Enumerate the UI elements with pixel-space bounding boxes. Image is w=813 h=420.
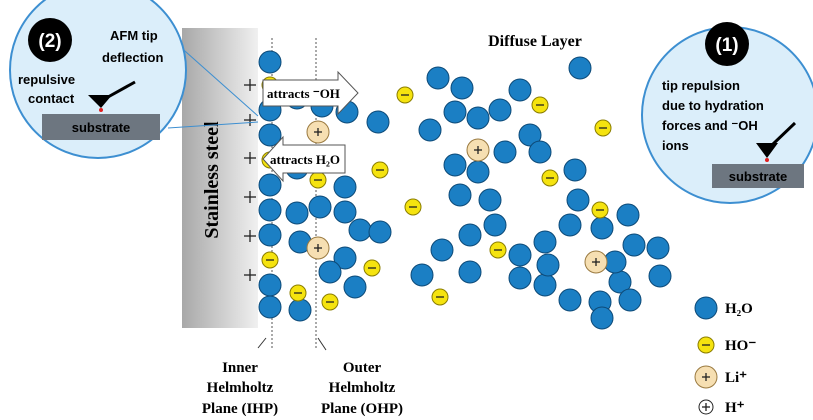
water — [286, 202, 308, 224]
water — [349, 219, 371, 241]
caption: contact — [28, 91, 75, 106]
water — [259, 51, 281, 73]
diagram: Stainless steel Diffuse Layer attracts ⁻… — [0, 0, 813, 420]
water — [411, 264, 433, 286]
caption: forces and ⁻OH — [662, 118, 758, 133]
water — [537, 254, 559, 276]
water — [559, 289, 581, 311]
plane-label: Outer — [343, 360, 382, 376]
water — [449, 184, 471, 206]
plane-label: Helmholtz — [207, 380, 274, 396]
plane-label: Plane (IHP) — [202, 401, 278, 417]
water — [509, 79, 531, 101]
water — [309, 196, 331, 218]
water — [459, 224, 481, 246]
pointer — [318, 338, 326, 350]
legend-label: H⁺ — [725, 400, 745, 416]
water — [623, 234, 645, 256]
electrode-label: Stainless steel — [201, 121, 223, 239]
arrow-label: attracts H₂O — [270, 152, 340, 167]
water — [489, 99, 511, 121]
caption: due to hydration — [662, 98, 764, 113]
water — [467, 161, 489, 183]
caption: tip repulsion — [662, 78, 740, 93]
water — [494, 141, 516, 163]
water — [451, 77, 473, 99]
water — [509, 244, 531, 266]
water — [319, 261, 341, 283]
water — [259, 199, 281, 221]
water — [617, 204, 639, 226]
water — [427, 67, 449, 89]
water — [534, 231, 556, 253]
water — [431, 239, 453, 261]
legend-label: H₂O — [725, 301, 753, 317]
diffuse-label: Diffuse Layer — [488, 33, 582, 50]
plane-label: Inner — [222, 360, 258, 376]
plane-label: Plane (OHP) — [321, 401, 403, 417]
water — [444, 154, 466, 176]
substrate-label: substrate — [72, 120, 131, 135]
legend: H₂O HO⁻ Li⁺ H⁺ — [695, 297, 756, 416]
legend-label: Li⁺ — [725, 370, 747, 386]
water — [334, 201, 356, 223]
caption: deflection — [102, 50, 163, 65]
contact-point — [99, 108, 103, 112]
water — [259, 274, 281, 296]
water — [344, 276, 366, 298]
water — [647, 237, 669, 259]
water — [649, 265, 671, 287]
badge-label: (1) — [715, 35, 738, 56]
water — [591, 307, 613, 329]
caption: repulsive — [18, 72, 75, 87]
water — [444, 101, 466, 123]
water — [534, 274, 556, 296]
substrate-label: substrate — [729, 169, 788, 184]
arrow-label: attracts ⁻OH — [267, 86, 340, 101]
water — [564, 159, 586, 181]
water — [259, 224, 281, 246]
water — [259, 174, 281, 196]
water — [479, 189, 501, 211]
pointer — [258, 338, 266, 348]
water — [559, 214, 581, 236]
legend-label: HO⁻ — [725, 338, 756, 354]
water — [619, 289, 641, 311]
water — [484, 214, 506, 236]
water — [567, 189, 589, 211]
tip-point — [765, 158, 769, 162]
water — [569, 57, 591, 79]
water — [459, 261, 481, 283]
water — [289, 299, 311, 321]
caption: ions — [662, 138, 689, 153]
water — [467, 107, 489, 129]
water — [419, 119, 441, 141]
water — [369, 221, 391, 243]
water — [509, 267, 531, 289]
badge-label: (2) — [38, 31, 61, 52]
caption: AFM tip — [110, 28, 158, 43]
water — [334, 176, 356, 198]
plane-label: Helmholtz — [329, 380, 396, 396]
water — [591, 217, 613, 239]
water — [367, 111, 389, 133]
water — [529, 141, 551, 163]
water — [259, 296, 281, 318]
water — [695, 297, 717, 319]
